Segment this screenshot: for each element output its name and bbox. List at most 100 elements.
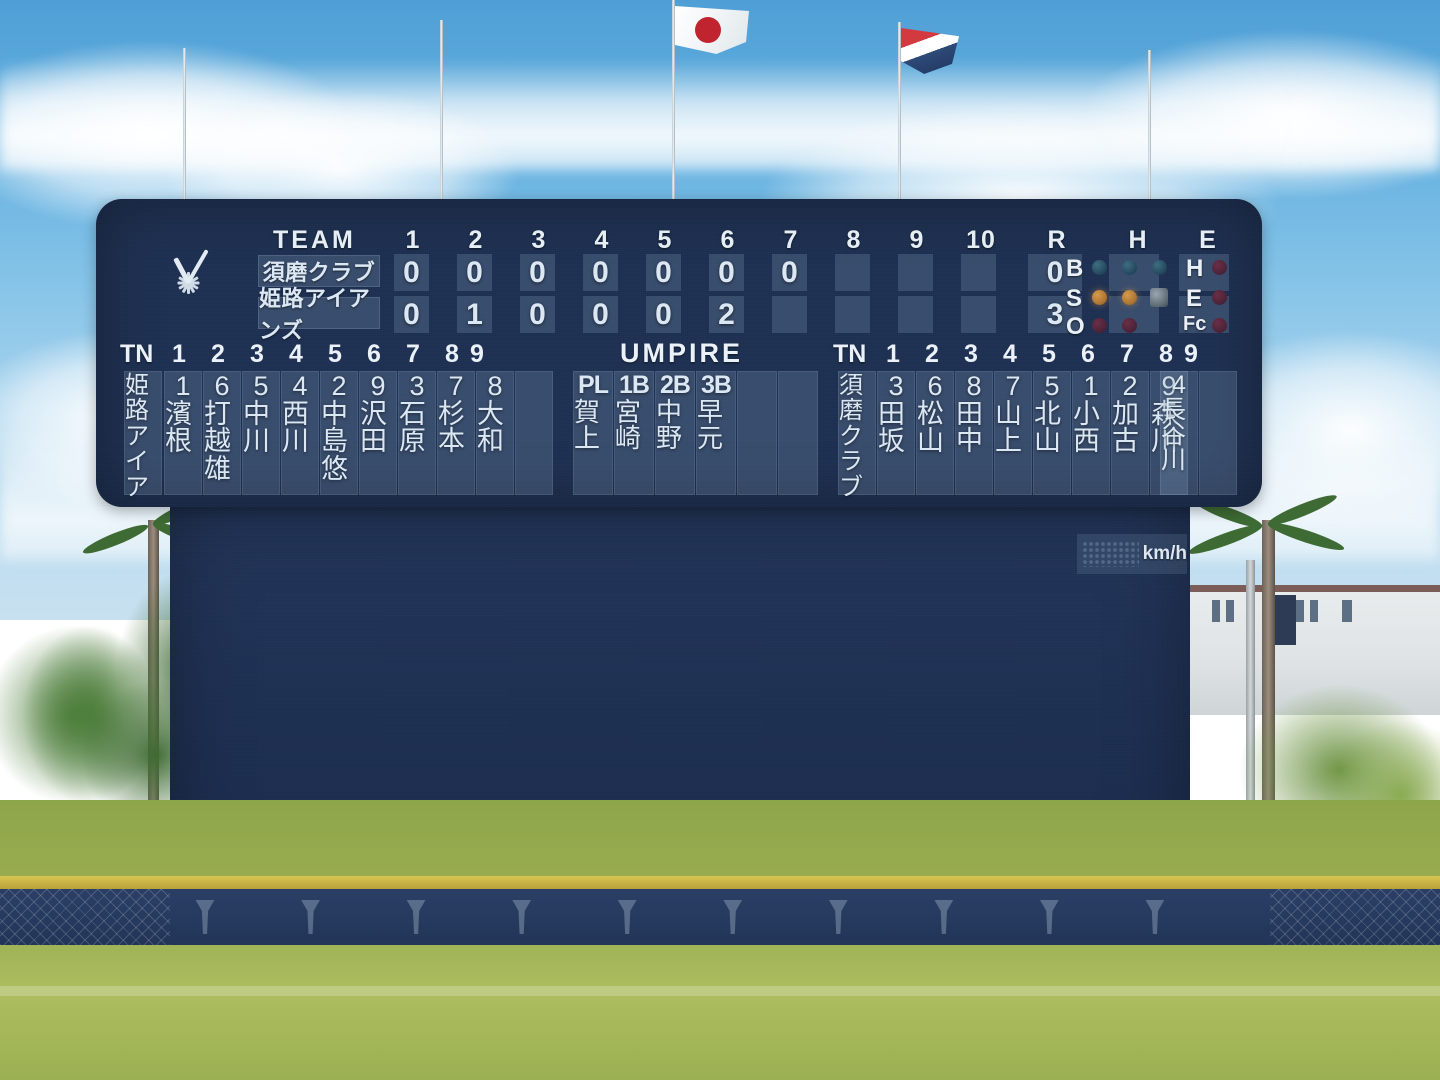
away-order-5: 5 — [1042, 340, 1056, 368]
home-player-number-6: 9 — [370, 371, 386, 401]
home-order-1: 1 — [172, 340, 186, 368]
score-cell-r2-i3: 0 — [520, 296, 555, 333]
pad-mark — [301, 900, 320, 934]
home-player-panel-empty — [515, 371, 553, 495]
away-player-number-3: 8 — [966, 371, 982, 401]
umpire-panel-pl: PL 賀上 — [573, 371, 613, 495]
pad-mark — [1040, 900, 1059, 934]
away-player-name-5: 北山 — [1034, 398, 1061, 457]
home-order-7: 7 — [406, 340, 420, 368]
analog-clock — [130, 231, 246, 335]
runs-column-header: R — [1047, 226, 1067, 254]
home-player-number-8: 7 — [448, 371, 464, 401]
umpire-name-3b: 早元 — [697, 396, 724, 454]
pad-mark — [723, 900, 743, 934]
flagpole — [440, 20, 443, 210]
score-cell-r2-i1: 0 — [394, 296, 429, 333]
umpire-role-pl: PL — [578, 371, 609, 399]
pad-mark — [934, 900, 954, 934]
flagpole — [898, 22, 901, 212]
home-team-panel: 姫路アイア — [124, 371, 162, 500]
errors-column-header: E — [1199, 226, 1217, 254]
away-player-panel-5: 5 北山 — [1033, 371, 1071, 495]
home-order-3: 3 — [250, 340, 264, 368]
away-order-3: 3 — [964, 340, 978, 368]
pad-mark — [406, 900, 426, 934]
team-name-row-1: 須磨クラブ — [258, 255, 380, 287]
inning-header-4: 4 — [594, 226, 610, 254]
away-player-number-1: 3 — [888, 371, 904, 401]
home-player-number-4: 4 — [292, 371, 308, 401]
away-player-name-7: 加古 — [1112, 398, 1139, 457]
umpire-name-2b: 中野 — [656, 396, 683, 454]
home-player-panel-6: 9 沢田 — [359, 371, 397, 495]
inning-header-10: 10 — [966, 226, 996, 254]
away-player-panel-empty — [1199, 371, 1237, 495]
home-player-name-4: 西川 — [282, 398, 309, 457]
umpire-panel-2b: 2B 中野 — [655, 371, 695, 495]
pad-mark — [828, 900, 848, 934]
home-player-panel-7: 3 石原 — [398, 371, 436, 495]
hit-indicator-label: H — [1186, 255, 1204, 282]
home-order-6: 6 — [367, 340, 381, 368]
home-player-name-9: 大和 — [477, 398, 504, 457]
home-player-number-1: 1 — [175, 371, 191, 401]
home-player-name-5: 中島悠 — [321, 398, 348, 484]
away-player-panel-4: 7 山上 — [994, 371, 1032, 495]
pad-mark — [195, 900, 215, 934]
umpire-name-pl: 賀上 — [574, 396, 601, 454]
away-player-name-4: 山上 — [995, 398, 1022, 457]
away-player-name-2: 松山 — [917, 398, 944, 457]
away-player-number-2: 6 — [927, 371, 943, 401]
umpire-panel-3b: 3B 早元 — [696, 371, 736, 495]
away-order-4: 4 — [1003, 340, 1017, 368]
away-player-panel-2: 6 松山 — [916, 371, 954, 495]
pad-mark — [617, 900, 637, 934]
inning-header-9: 9 — [909, 226, 925, 254]
building-window — [1310, 600, 1318, 622]
score-cell-r1-i7: 0 — [772, 254, 807, 291]
away-player-name-8: 森川 — [1151, 398, 1178, 457]
strike-lamp-2 — [1122, 290, 1137, 305]
inning-header-6: 6 — [720, 226, 736, 254]
fence-pad-marks — [170, 889, 1190, 945]
away-player-panel-1: 3 田坂 — [877, 371, 915, 495]
team-column-header: TEAM — [273, 226, 356, 254]
runs-cell-row-2: 3 — [1028, 296, 1082, 333]
score-cell-r1-i3: 0 — [520, 254, 555, 291]
score-cell-r2-i7 — [772, 296, 807, 333]
away-player-name-6: 小西 — [1073, 398, 1100, 457]
score-cell-r1-i2: 0 — [457, 254, 492, 291]
strike-lamp-1 — [1092, 290, 1107, 305]
hit-lamp — [1212, 260, 1227, 275]
home-player-name-7: 石原 — [399, 398, 426, 457]
strike-lamp-3 — [1150, 288, 1168, 307]
umpire-role-2b: 2B — [660, 371, 691, 399]
score-cell-r2-i9 — [898, 296, 933, 333]
away-player-number-6: 1 — [1083, 371, 1099, 401]
away-player-name-1: 田坂 — [878, 398, 905, 457]
home-player-panel-8: 7 杉本 — [437, 371, 475, 495]
home-player-panel-5: 2 中島悠 — [320, 371, 358, 495]
flagpole — [183, 48, 186, 216]
score-cell-r2-i10 — [961, 296, 996, 333]
score-cell-r1-i6: 0 — [709, 254, 744, 291]
building-window — [1212, 600, 1220, 622]
fielders-choice-lamp — [1212, 318, 1227, 333]
inning-header-7: 7 — [783, 226, 799, 254]
ball-lamp-3 — [1152, 260, 1167, 275]
home-order-5: 5 — [328, 340, 342, 368]
flagpole — [672, 0, 675, 210]
score-cell-r1-i8 — [835, 254, 870, 291]
home-player-name-6: 沢田 — [360, 398, 387, 457]
home-player-name-3: 中川 — [243, 398, 270, 457]
score-cell-r1-i5: 0 — [646, 254, 681, 291]
fielders-choice-label: Fc — [1183, 313, 1207, 335]
umpire-role-1b: 1B — [619, 371, 650, 399]
fence-mesh-left — [0, 889, 170, 945]
strike-label: S — [1066, 285, 1083, 312]
score-cell-r1-i4: 0 — [583, 254, 618, 291]
score-cell-r2-i8 — [835, 296, 870, 333]
away-order-1: 1 — [886, 340, 900, 368]
